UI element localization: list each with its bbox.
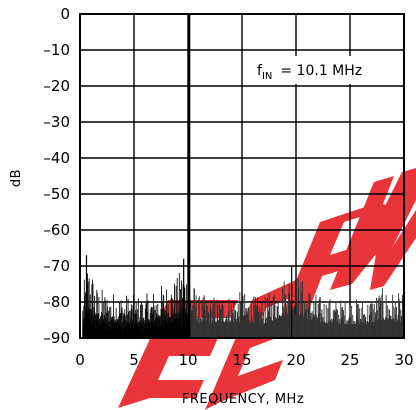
watermark-letter-p	[280, 203, 395, 320]
plot-frame	[79, 13, 405, 339]
y-tick-label: –70	[43, 257, 70, 275]
y-tick-label: –80	[43, 293, 70, 311]
y-tick-labels: 0 –10 –20 –30 –40 –50 –60 –70 –80 –90	[43, 5, 70, 347]
x-tick-label: 30	[394, 351, 413, 369]
annotation-text: fIN = 10.1 MHz	[257, 63, 362, 82]
y-tick-label: –10	[43, 41, 70, 59]
watermark-letter-w	[330, 168, 416, 290]
annotation-background	[247, 56, 397, 84]
x-axis-title: FREQUENCY, MHz	[182, 392, 304, 407]
annotation-f: f	[257, 63, 263, 79]
eepw-watermark-logo	[118, 168, 416, 410]
y-tick-label: –30	[43, 113, 70, 131]
noise-floor-bars	[82, 255, 404, 338]
watermark-letter-e1	[118, 300, 238, 408]
annotation-fin: fIN = 10.1 MHz	[247, 56, 397, 84]
x-tick-label: 10	[178, 351, 197, 369]
annotation-subscript: IN	[262, 71, 272, 82]
x-tick-labels: 0 5 10 15 20 25 30	[75, 351, 413, 369]
y-tick-label: –40	[43, 149, 70, 167]
watermark-letter-e2	[205, 270, 318, 410]
x-tick-label: 20	[286, 351, 305, 369]
x-tick-label: 0	[75, 351, 85, 369]
x-tick-label: 15	[232, 351, 251, 369]
annotation-value: = 10.1 MHz	[280, 63, 362, 79]
y-tick-label: –90	[43, 329, 70, 347]
y-axis-title: dB	[9, 169, 24, 187]
x-tick-label: 25	[340, 351, 359, 369]
y-tick-label: 0	[60, 5, 70, 23]
y-tick-label: –20	[43, 77, 70, 95]
y-tick-label: –50	[43, 185, 70, 203]
x-tick-label: 5	[129, 351, 139, 369]
y-tick-label: –60	[43, 221, 70, 239]
